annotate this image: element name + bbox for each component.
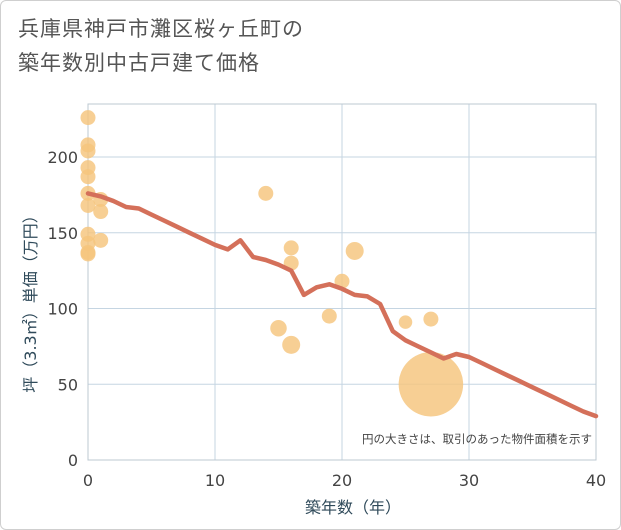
x-tick-label: 0: [83, 471, 93, 490]
y-tick-label: 200: [47, 148, 78, 167]
x-tick-label: 30: [459, 471, 479, 490]
scatter-point: [93, 232, 109, 248]
scatter-point: [283, 240, 299, 256]
gridlines: [88, 104, 596, 460]
x-axis-ticks: 0 10 20 30 40: [83, 471, 606, 490]
scatter-point: [398, 352, 464, 417]
scatter-point: [423, 311, 439, 327]
scatter-point: [345, 241, 364, 260]
y-tick-label: 100: [47, 300, 78, 319]
scatter-point: [398, 315, 413, 329]
trend-line: [85, 191, 599, 419]
scatter-point: [80, 110, 96, 126]
scatter-point: [80, 246, 96, 262]
scatter-point: [258, 185, 274, 201]
size-legend-note: 円の大きさは、取引のあった物件面積を示す: [362, 432, 592, 446]
scatter-point: [93, 204, 109, 220]
scatter-point: [270, 319, 287, 337]
x-tick-label: 20: [332, 471, 352, 490]
y-axis-ticks: 0 50 100 150 200: [47, 148, 78, 470]
chart-title-line-1: 兵庫県神戸市灘区桜ヶ丘町の: [18, 17, 304, 41]
chart-title: 兵庫県神戸市灘区桜ヶ丘町の 築年数別中古戸建て価格: [18, 12, 304, 80]
y-tick-label: 150: [47, 224, 78, 243]
scatter-point: [282, 335, 301, 354]
scatter-point: [334, 273, 350, 289]
plot-frame: [87, 103, 597, 461]
scatter-point: [80, 169, 96, 185]
x-tick-label: 10: [205, 471, 225, 490]
scatter-point: [80, 143, 96, 159]
x-axis-label: 築年数（年）: [305, 498, 401, 517]
chart-title-line-2: 築年数別中古戸建て価格: [18, 51, 260, 75]
scatter-point: [80, 197, 96, 213]
scatter-point: [321, 308, 337, 324]
y-tick-label: 50: [58, 375, 78, 394]
x-tick-label: 40: [586, 471, 606, 490]
y-tick-label: 0: [68, 451, 78, 470]
y-axis-label: 坪（3.3㎡）単価（万円）: [21, 207, 40, 392]
